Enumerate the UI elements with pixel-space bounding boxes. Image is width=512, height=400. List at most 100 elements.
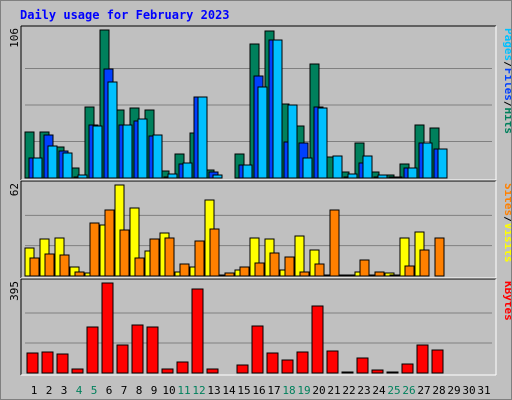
bar-pages-day-3	[62, 152, 73, 179]
bar-pages-day-5	[92, 125, 103, 179]
bar-sites-day-undefined	[434, 237, 445, 277]
bar-sites-day-undefined	[269, 252, 280, 277]
x-tick-label-day-2: 2	[46, 384, 53, 397]
bar-sites-day-undefined	[224, 272, 235, 277]
bar-kbytes-day-undefined	[326, 350, 339, 374]
bar-sites-day-undefined	[314, 263, 325, 277]
bar-sites-day-undefined	[209, 228, 220, 277]
bar-pages-day-12	[197, 96, 208, 179]
bar-kbytes-day-undefined	[161, 368, 174, 374]
legend-item: /	[502, 216, 511, 223]
bar-kbytes-day-undefined	[341, 371, 354, 374]
bar-kbytes-day-undefined	[26, 352, 39, 374]
bar-sites-day-undefined	[374, 271, 385, 277]
x-tick-label-day-29: 29	[447, 384, 460, 397]
legend-item: Files	[502, 68, 511, 101]
bar-kbytes-day-undefined	[416, 344, 429, 374]
bar-sites-day-undefined	[239, 266, 250, 277]
y-axis-max-1: 62	[8, 183, 21, 196]
bar-pages-day-1	[32, 157, 43, 179]
legend-0: Pages/Files/Hits	[502, 28, 511, 134]
bar-sites-day-undefined	[299, 271, 310, 277]
bar-sites-day-undefined	[119, 229, 130, 277]
x-tick-label-day-19: 19	[297, 384, 310, 397]
x-tick-label-day-27: 27	[417, 384, 430, 397]
legend-item: /	[502, 61, 511, 68]
bar-pages-day-24	[377, 174, 388, 179]
bar-sites-day-undefined	[419, 249, 430, 277]
bar-kbytes-day-undefined	[41, 351, 54, 374]
x-tick-label-day-30: 30	[462, 384, 475, 397]
bar-kbytes-day-undefined	[56, 353, 69, 374]
bar-kbytes-day-undefined	[71, 368, 84, 374]
x-tick-label-day-31: 31	[477, 384, 490, 397]
x-tick-label-day-15: 15	[237, 384, 250, 397]
legend-2: KBytes	[502, 281, 511, 321]
bar-sites-day-undefined	[59, 254, 70, 277]
legend-item: /	[502, 101, 511, 108]
bar-pages-day-11	[182, 162, 193, 179]
bar-sites-day-undefined	[134, 257, 145, 277]
bar-sites-day-undefined	[29, 257, 40, 277]
x-tick-label-day-22: 22	[342, 384, 355, 397]
bar-kbytes-day-undefined	[356, 357, 369, 374]
bar-kbytes-day-undefined	[431, 349, 444, 374]
bar-kbytes-day-undefined	[401, 363, 414, 374]
bar-sites-day-undefined	[329, 209, 340, 277]
bar-sites-day-undefined	[404, 265, 415, 277]
x-tick-label-day-3: 3	[61, 384, 68, 397]
x-tick-label-day-11: 11	[177, 384, 190, 397]
bar-sites-day-undefined	[74, 271, 85, 277]
x-tick-label-day-28: 28	[432, 384, 445, 397]
x-tick-label-day-25: 25	[387, 384, 400, 397]
bar-sites-day-undefined	[44, 253, 55, 277]
bar-kbytes-day-undefined	[371, 369, 384, 374]
bar-kbytes-day-undefined	[281, 359, 294, 374]
legend-item: Pages	[502, 28, 511, 61]
bar-pages-day-23	[362, 155, 373, 179]
bar-pages-day-16	[257, 86, 268, 179]
bar-pages-day-26	[407, 167, 418, 179]
x-tick-label-day-7: 7	[121, 384, 128, 397]
x-tick-label-day-18: 18	[282, 384, 295, 397]
bar-sites-day-undefined	[89, 222, 100, 277]
bar-sites-day-undefined	[389, 274, 400, 277]
bar-sites-day-undefined	[179, 263, 190, 277]
legend-item: Sites	[502, 183, 511, 216]
bar-visits-day-undefined	[294, 235, 305, 277]
bar-pages-day-2	[47, 145, 58, 179]
x-tick-label-day-12: 12	[192, 384, 205, 397]
x-tick-label-day-23: 23	[357, 384, 370, 397]
bar-pages-day-19	[302, 157, 313, 179]
bar-kbytes-day-undefined	[101, 282, 114, 374]
bar-pages-day-13	[212, 174, 223, 179]
bar-pages-day-18	[287, 104, 298, 179]
bar-sites-day-undefined	[164, 237, 175, 277]
x-tick-label-day-5: 5	[91, 384, 98, 397]
legend-item: Hits	[502, 108, 511, 135]
bar-kbytes-day-undefined	[86, 326, 99, 374]
bar-pages-day-8	[137, 118, 148, 179]
bar-kbytes-day-undefined	[191, 288, 204, 374]
bar-pages-day-17	[272, 39, 283, 179]
x-tick-label-day-1: 1	[31, 384, 38, 397]
x-tick-label-day-14: 14	[222, 384, 236, 397]
x-tick-label-day-20: 20	[312, 384, 325, 397]
x-tick-label-day-17: 17	[267, 384, 280, 397]
bar-kbytes-day-undefined	[236, 364, 249, 374]
bar-pages-day-7	[122, 124, 133, 179]
x-tick-label-day-8: 8	[136, 384, 143, 397]
bar-kbytes-day-undefined	[266, 352, 279, 374]
legend-1: Sites/Visits	[502, 183, 511, 263]
x-tick-label-day-26: 26	[402, 384, 415, 397]
bar-pages-day-4	[77, 174, 88, 179]
bar-sites-day-undefined	[344, 274, 355, 277]
bar-kbytes-day-undefined	[146, 326, 159, 374]
bar-sites-day-undefined	[194, 240, 205, 277]
legend-item: KBytes	[502, 281, 511, 321]
x-tick-label-day-24: 24	[372, 384, 386, 397]
x-tick-label-day-16: 16	[252, 384, 265, 397]
bar-kbytes-day-undefined	[206, 368, 219, 374]
